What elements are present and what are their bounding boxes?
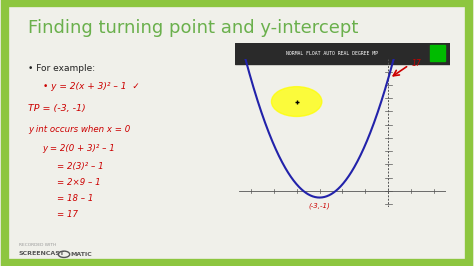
Text: • For example:: • For example: xyxy=(28,64,96,73)
Text: = 2(3)² – 1: = 2(3)² – 1 xyxy=(57,162,103,171)
Text: = 17: = 17 xyxy=(57,210,78,219)
Text: TP = (-3, -1): TP = (-3, -1) xyxy=(28,104,86,113)
Text: = 2×9 – 1: = 2×9 – 1 xyxy=(57,178,100,187)
Text: SCREENCAST: SCREENCAST xyxy=(19,251,65,256)
Text: RECORDED WITH: RECORDED WITH xyxy=(19,243,56,247)
Bar xyxy=(430,45,445,61)
Text: (-3,-1): (-3,-1) xyxy=(309,203,330,209)
Ellipse shape xyxy=(272,87,322,117)
Text: 17: 17 xyxy=(411,59,421,68)
Text: y = 2(0 + 3)² – 1: y = 2(0 + 3)² – 1 xyxy=(43,144,115,153)
Text: NORMAL FLOAT AUTO REAL DEGREE MP: NORMAL FLOAT AUTO REAL DEGREE MP xyxy=(286,51,378,56)
Text: • y = 2(x + 3)² – 1  ✓: • y = 2(x + 3)² – 1 ✓ xyxy=(43,82,139,92)
Bar xyxy=(235,43,450,64)
Text: Finding turning point and y-intercept: Finding turning point and y-intercept xyxy=(28,19,359,37)
Text: MATIC: MATIC xyxy=(70,252,92,257)
Text: = 18 – 1: = 18 – 1 xyxy=(57,194,93,203)
Text: y int occurs when x = 0: y int occurs when x = 0 xyxy=(28,125,131,134)
